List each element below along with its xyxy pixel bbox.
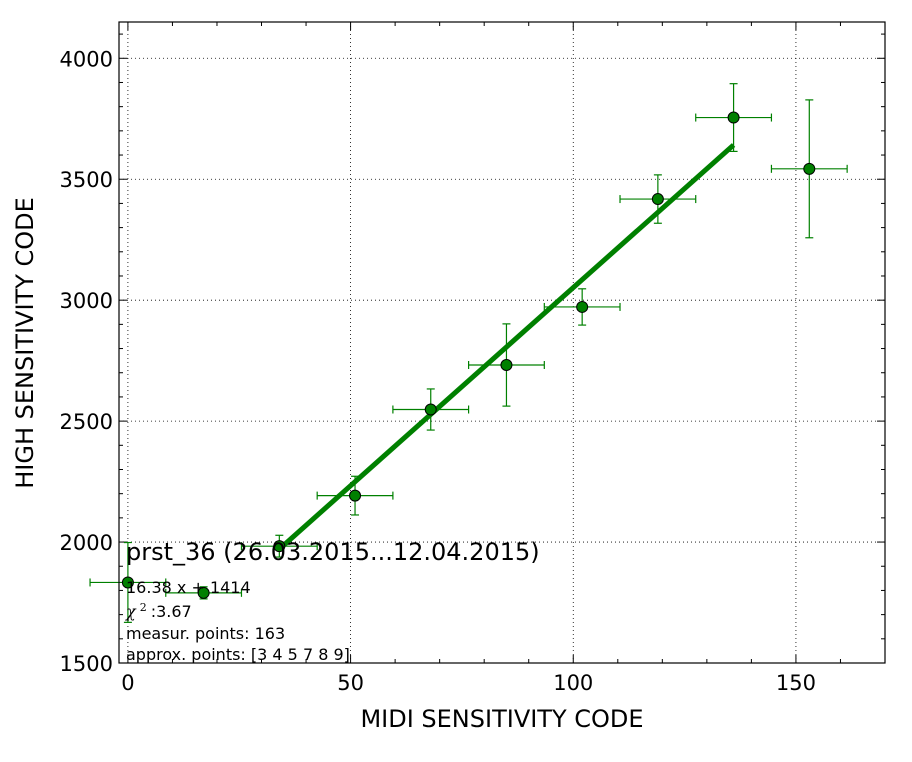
annotation-title: prst_36 (26.03.2015...12.04.2015) <box>126 538 540 566</box>
marker-series <box>121 111 816 599</box>
data-point <box>197 586 210 599</box>
data-point <box>424 403 437 416</box>
data-point <box>651 193 664 206</box>
chi2-value: :3.67 <box>151 602 192 621</box>
data-point <box>273 540 286 553</box>
data-point <box>500 358 513 371</box>
x-tick-label: 150 <box>776 671 816 695</box>
x-tick-label: 50 <box>337 671 364 695</box>
y-tick-labels: 1500 2000 2500 3000 3500 4000 <box>60 47 113 676</box>
x-tick-label: 0 <box>121 671 134 695</box>
y-tick-label: 1500 <box>60 652 113 676</box>
y-tick-label: 4000 <box>60 47 113 71</box>
annotation-block: prst_36 (26.03.2015...12.04.2015) 16.38 … <box>125 538 540 664</box>
fit-line <box>277 143 736 551</box>
data-point <box>576 300 589 313</box>
data-point <box>349 489 362 502</box>
fit-line-group <box>277 143 736 551</box>
x-axis-label: MIDI SENSITIVITY CODE <box>360 705 643 733</box>
data-point <box>803 162 816 175</box>
annotation-fit-label: 16.38 x + 1414 <box>126 578 251 597</box>
y-axis-label: HIGH SENSITIVITY CODE <box>11 197 39 489</box>
grid-lines <box>119 22 885 664</box>
y-tick-label: 2500 <box>60 410 113 434</box>
chi2-superscript: 2 <box>140 601 147 614</box>
y-tick-label: 3500 <box>60 168 113 192</box>
y-tick-label: 3000 <box>60 289 113 313</box>
data-point <box>121 576 134 589</box>
x-tick-labels: 0 50 100 150 <box>121 671 816 695</box>
data-point <box>727 111 740 124</box>
annotation-measur-points: measur. points: 163 <box>126 624 285 643</box>
plot-frame <box>118 21 886 664</box>
annotation-chi2: χ 2 :3.67 <box>125 598 192 621</box>
minor-ticks <box>119 22 886 664</box>
annotation-approx-points: approx. points: [3 4 5 7 8 9] <box>126 645 350 664</box>
y-tick-label: 2000 <box>60 531 113 555</box>
x-tick-label: 100 <box>553 671 593 695</box>
chi2-symbol: χ <box>125 602 137 621</box>
